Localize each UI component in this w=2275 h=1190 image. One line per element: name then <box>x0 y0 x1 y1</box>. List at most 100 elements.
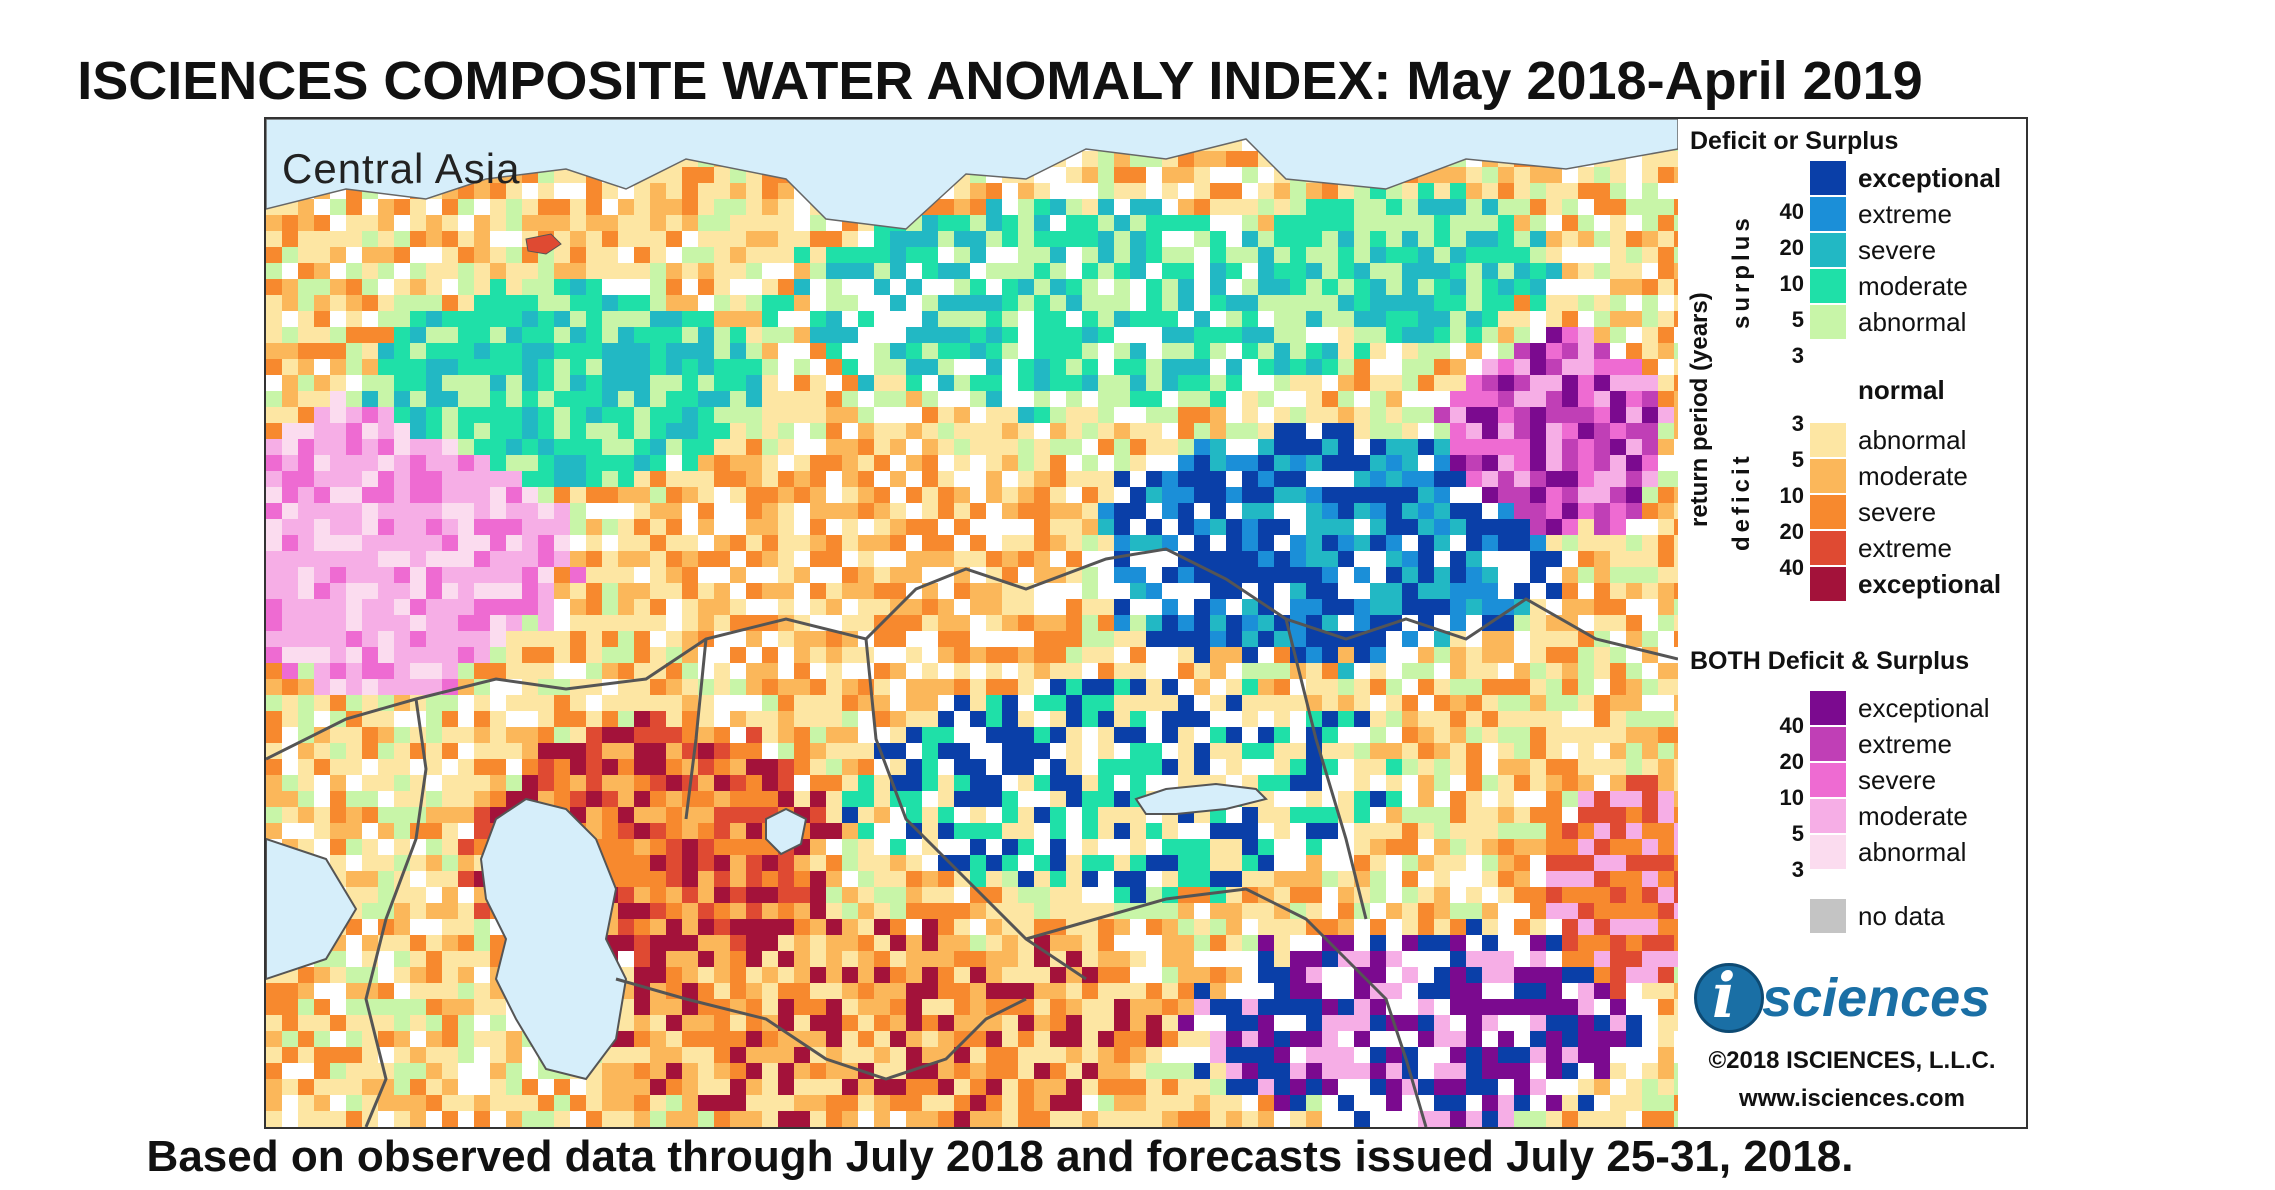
map-cell <box>538 439 554 455</box>
map-cell <box>1098 247 1114 263</box>
map-cell <box>1562 711 1578 727</box>
map-cell <box>330 631 346 647</box>
map-cell <box>1210 295 1226 311</box>
map-cell <box>1434 263 1450 279</box>
map-cell <box>1354 999 1370 1015</box>
map-cell <box>746 551 762 567</box>
map-cell <box>746 343 762 359</box>
map-cell <box>666 999 682 1015</box>
map-cell <box>1434 759 1450 775</box>
map-cell <box>1242 727 1258 743</box>
map-cell <box>1578 199 1594 215</box>
map-cell <box>298 615 314 631</box>
map-cell <box>442 231 458 247</box>
map-cell <box>1146 839 1162 855</box>
map-cell <box>954 839 970 855</box>
map-cell <box>634 391 650 407</box>
map-cell <box>602 519 618 535</box>
map-cell <box>522 279 538 295</box>
map-cell <box>394 535 410 551</box>
map-cell <box>1050 871 1066 887</box>
map-cell <box>442 935 458 951</box>
map-cell <box>842 919 858 935</box>
map-cell <box>826 567 842 583</box>
map-cell <box>810 439 826 455</box>
map-cell <box>826 743 842 759</box>
map-cell <box>842 967 858 983</box>
map-cell <box>1642 791 1658 807</box>
map-cell <box>1290 839 1306 855</box>
map-cell <box>1162 183 1178 199</box>
map-cell <box>426 199 442 215</box>
map-cell <box>1066 663 1082 679</box>
map-cell <box>1178 727 1194 743</box>
map-cell <box>730 951 746 967</box>
map-cell <box>474 759 490 775</box>
map-cell <box>666 231 682 247</box>
map-cell <box>890 983 906 999</box>
map-cell <box>810 471 826 487</box>
map-cell <box>410 439 426 455</box>
map-cell <box>842 951 858 967</box>
map-cell <box>1594 359 1610 375</box>
map-cell <box>1002 263 1018 279</box>
map-cell <box>1370 711 1386 727</box>
map-cell <box>1258 919 1274 935</box>
map-cell <box>282 599 298 615</box>
map-cell <box>298 807 314 823</box>
map-cell <box>1210 503 1226 519</box>
map-cell <box>1034 583 1050 599</box>
map-cell <box>1354 583 1370 599</box>
map-cell <box>938 743 954 759</box>
map-cell <box>442 631 458 647</box>
map-cell <box>1434 503 1450 519</box>
map-cell <box>842 775 858 791</box>
map-cell <box>490 487 506 503</box>
map-cell <box>1018 375 1034 391</box>
map-cell <box>762 407 778 423</box>
map-cell <box>1658 999 1674 1015</box>
map-cell <box>1018 407 1034 423</box>
map-cell <box>1066 615 1082 631</box>
map-cell <box>810 791 826 807</box>
map-cell <box>842 375 858 391</box>
map-cell <box>810 999 826 1015</box>
map-cell <box>682 887 698 903</box>
map-cell <box>1146 263 1162 279</box>
map-cell <box>346 231 362 247</box>
map-cell <box>778 999 794 1015</box>
map-cell <box>730 231 746 247</box>
map-cell <box>1530 839 1546 855</box>
map-cell <box>1530 615 1546 631</box>
map-cell <box>794 439 810 455</box>
map-cell <box>714 183 730 199</box>
map-cell <box>1402 375 1418 391</box>
map-cell <box>314 247 330 263</box>
map-cell <box>1594 823 1610 839</box>
map-cell <box>426 263 442 279</box>
map-cell <box>474 183 490 199</box>
map-cell <box>938 855 954 871</box>
map-cell <box>762 743 778 759</box>
map-cell <box>634 359 650 375</box>
map-cell <box>826 615 842 631</box>
map-cell <box>410 199 426 215</box>
map-cell <box>714 599 730 615</box>
map-cell <box>1482 455 1498 471</box>
map-cell <box>330 615 346 631</box>
map-cell <box>1546 967 1562 983</box>
map-cell <box>602 231 618 247</box>
map-cell <box>314 999 330 1015</box>
map-cell <box>362 727 378 743</box>
map-cell <box>1514 183 1530 199</box>
map-cell <box>826 727 842 743</box>
map-cell <box>1418 791 1434 807</box>
map-cell <box>1034 919 1050 935</box>
map-cell <box>1562 167 1578 183</box>
map-cell <box>1530 999 1546 1015</box>
map-cell <box>1050 535 1066 551</box>
map-cell <box>1370 231 1386 247</box>
map-cell <box>1466 295 1482 311</box>
map-cell <box>570 407 586 423</box>
map-cell <box>1354 663 1370 679</box>
